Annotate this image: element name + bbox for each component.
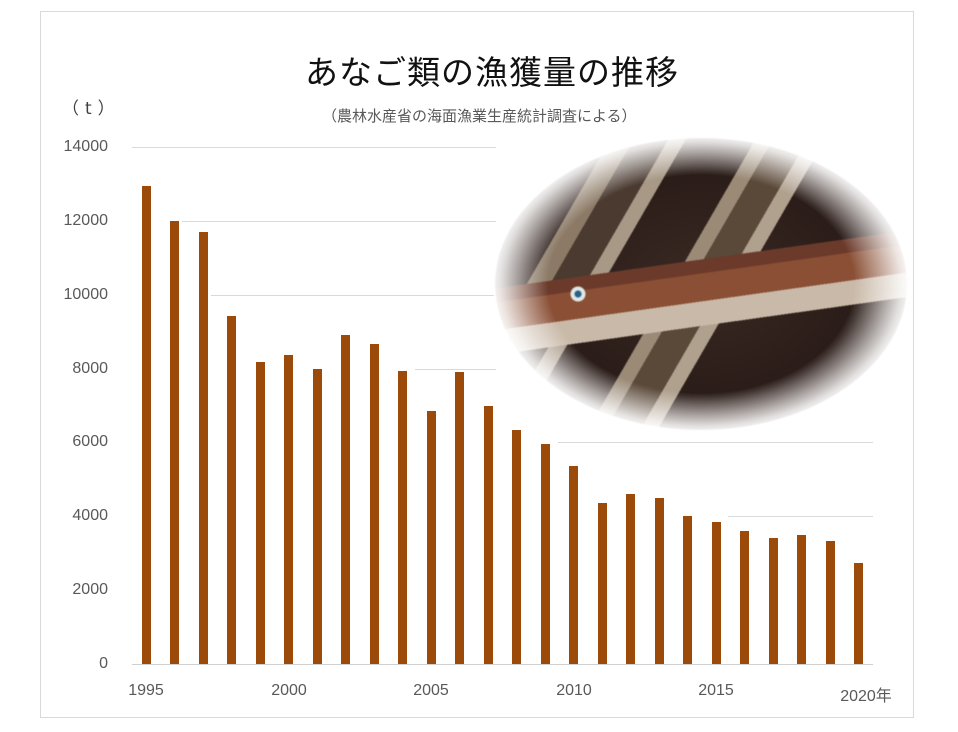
y-tick-label: 0 [99,655,108,672]
x-tick-label: 2015 [698,682,734,699]
x-tick-label: 2010 [556,682,592,699]
gridline-14000 [132,147,496,148]
bar-2008 [512,430,522,664]
bar-2007 [483,406,493,664]
x-tick-label: 2000 [271,682,307,699]
x-tick-label: 2005 [413,682,449,699]
bar-2001 [312,368,322,664]
bar-2010 [569,466,579,664]
chart-subtitle: （農林水産省の海面漁業生産統計調査による） [322,107,637,125]
bar-2006 [455,371,465,664]
x-tick-label: 1995 [128,682,164,699]
y-tick-label: 10000 [63,286,109,303]
bar-2000 [284,355,294,664]
y-tick-label: 6000 [72,433,108,450]
conger-eel-photo [493,136,909,432]
bar-2015 [711,522,721,664]
bar-2016 [740,531,750,664]
bar-2009 [540,444,550,664]
vignette-fade [493,136,909,432]
bar-2003 [369,343,379,664]
y-tick-label: 2000 [72,581,108,598]
bar-1996 [170,220,180,664]
gridline-4000 [728,516,873,517]
bar-2013 [654,498,664,664]
gridline-12000 [182,221,496,222]
y-tick-label: 4000 [72,507,108,524]
y-tick-label: 12000 [63,212,109,229]
bar-2012 [626,494,636,664]
gridline-8000 [415,369,496,370]
y-tick-label: 14000 [63,138,109,155]
bar-2002 [341,334,351,664]
x-axis-baseline [132,664,873,665]
bar-2011 [597,502,607,664]
bar-2020 [854,563,864,664]
bar-2005 [426,411,436,664]
bar-1995 [141,185,151,664]
bar-1997 [198,231,208,664]
gridline-6000 [558,442,873,443]
bar-2014 [683,515,693,664]
bar-1999 [255,362,265,664]
bar-2004 [398,371,408,664]
bar-2018 [797,535,807,664]
bar-1998 [227,315,237,664]
y-tick-label: 8000 [72,360,108,377]
bar-2017 [768,537,778,664]
x-tick-label: 2020年 [840,688,892,705]
y-axis-unit-label: （t） [62,99,121,119]
chart-title: あなご類の漁獲量の推移 [305,53,679,92]
bar-2019 [825,541,835,664]
gridline-10000 [211,295,496,296]
